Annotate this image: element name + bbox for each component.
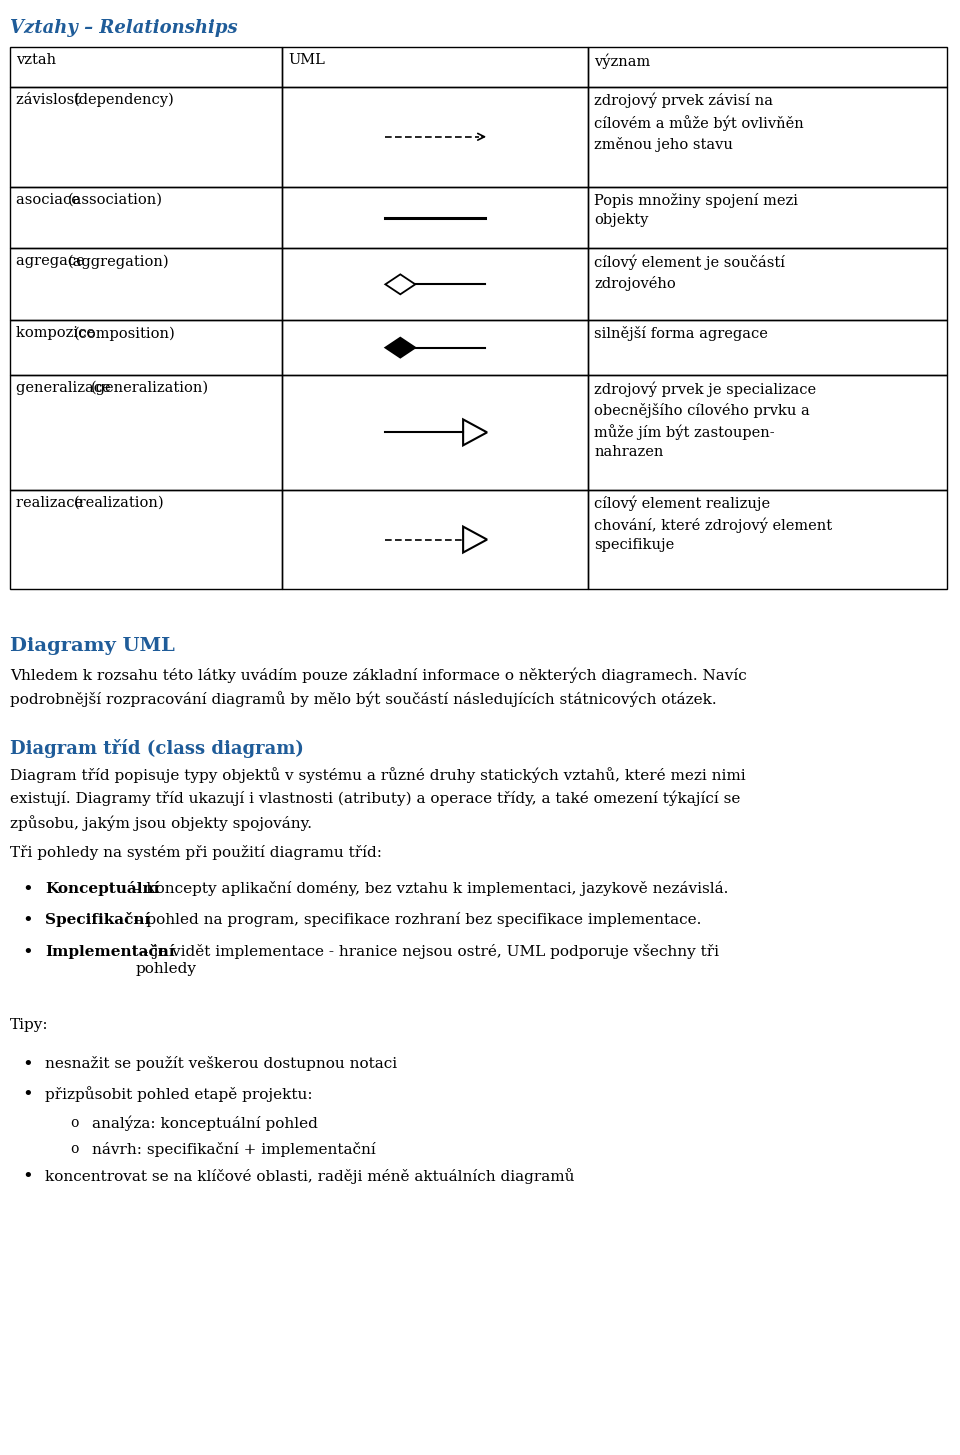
Text: realizace: realizace <box>16 496 87 509</box>
Text: •: • <box>22 1056 34 1074</box>
Text: – koncepty aplikační domény, bez vztahu k implementaci, jazykově nezávislá.: – koncepty aplikační domény, bez vztahu … <box>129 880 728 895</box>
Text: Popis množiny spojení mezi
objekty: Popis množiny spojení mezi objekty <box>594 192 798 227</box>
Text: Diagram tříd popisuje typy objektů v systému a různé druhy statických vztahů, kt: Diagram tříd popisuje typy objektů v sys… <box>10 767 746 831</box>
Text: •: • <box>22 880 34 899</box>
Text: o: o <box>71 1142 79 1155</box>
Text: •: • <box>22 944 34 962</box>
Text: přizpůsobit pohled etapě projektu:: přizpůsobit pohled etapě projektu: <box>45 1085 313 1101</box>
Text: zdrojový prvek je specializace
obecnějšího cílového prvku a
může jím být zastoup: zdrojový prvek je specializace obecnější… <box>594 381 816 460</box>
Text: Tipy:: Tipy: <box>10 1018 49 1032</box>
Text: Vhledem k rozsahu této látky uvádím pouze základní informace o některých diagram: Vhledem k rozsahu této látky uvádím pouz… <box>10 668 747 707</box>
Text: silnější forma agregace: silnější forma agregace <box>594 326 768 340</box>
Text: – pohled na program, specifikace rozhraní bez specifikace implementace.: – pohled na program, specifikace rozhran… <box>129 912 701 927</box>
Text: význam: význam <box>594 52 651 68</box>
Text: UML: UML <box>288 52 325 67</box>
Text: asociace: asociace <box>16 192 84 207</box>
Text: o: o <box>71 1116 79 1131</box>
Text: zdrojový prvek závisí na
cílovém a může být ovlivňěn
změnou jeho stavu: zdrojový prvek závisí na cílovém a může … <box>594 93 804 151</box>
Text: nesnažit se použít veškerou dostupnou notaci: nesnažit se použít veškerou dostupnou no… <box>45 1056 397 1071</box>
Polygon shape <box>385 338 416 358</box>
Text: analýza: konceptuální pohled: analýza: konceptuální pohled <box>92 1116 318 1132</box>
Text: cílový element realizuje
chování, které zdrojový element
specifikuje: cílový element realizuje chování, které … <box>594 496 832 553</box>
Text: kompozice: kompozice <box>16 326 100 340</box>
Text: Vztahy – Relationships: Vztahy – Relationships <box>10 19 237 38</box>
Text: •: • <box>22 1085 34 1104</box>
Text: •: • <box>22 1168 34 1186</box>
Text: Konceptuální: Konceptuální <box>45 880 159 895</box>
Text: – je vidět implementace - hranice nejsou ostré, UML podporuje všechny tři
pohled: – je vidět implementace - hranice nejsou… <box>135 944 719 975</box>
Text: Tři pohledy na systém při použití diagramu tříd:: Tři pohledy na systém při použití diagra… <box>10 845 382 860</box>
Text: generalizace: generalizace <box>16 381 115 394</box>
Text: cílový element je součástí
zdrojového: cílový element je součástí zdrojového <box>594 255 785 291</box>
Text: (dependency): (dependency) <box>74 93 175 108</box>
Text: (realization): (realization) <box>74 496 164 509</box>
Text: (generalization): (generalization) <box>91 381 209 396</box>
Text: závislost: závislost <box>16 93 84 106</box>
Text: vztah: vztah <box>16 52 56 67</box>
Text: (aggregation): (aggregation) <box>68 255 170 269</box>
Text: (association): (association) <box>68 192 163 207</box>
Text: Diagramy UML: Diagramy UML <box>10 637 175 655</box>
Text: (composition): (composition) <box>74 326 176 340</box>
Text: Specifikační: Specifikační <box>45 912 150 927</box>
Text: agregace: agregace <box>16 255 89 268</box>
Text: Diagram tříd (class diagram): Diagram tříd (class diagram) <box>10 739 304 758</box>
Text: •: • <box>22 912 34 930</box>
Text: koncentrovat se na klíčové oblasti, raději méně aktuálních diagramů: koncentrovat se na klíčové oblasti, radě… <box>45 1168 574 1183</box>
Text: návrh: specifikační + implementační: návrh: specifikační + implementační <box>92 1142 375 1157</box>
Text: Implementační: Implementační <box>45 944 175 959</box>
